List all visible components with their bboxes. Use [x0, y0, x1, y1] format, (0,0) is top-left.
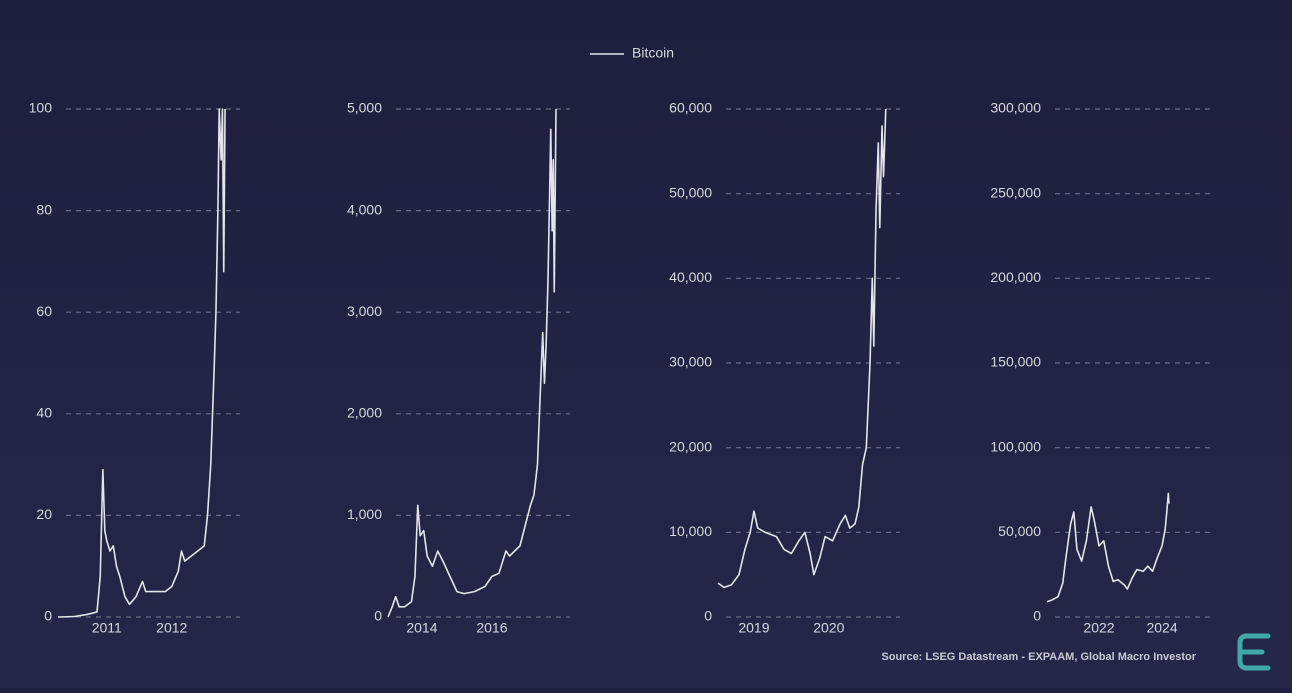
y-tick-label: 40,000 — [669, 269, 712, 285]
data-line — [717, 108, 887, 589]
y-tick-label: 5,000 — [347, 100, 382, 116]
y-tick-label: 100,000 — [990, 438, 1041, 454]
y-tick-label: 200,000 — [990, 269, 1041, 285]
y-tick-label: 60,000 — [669, 100, 712, 116]
y-tick-label: 20 — [36, 506, 52, 522]
y-tick-label: 250,000 — [990, 184, 1041, 200]
y-tick-label: 150,000 — [990, 354, 1041, 370]
x-tick-label: 2016 — [476, 620, 507, 636]
x-tick-label: 2024 — [1146, 620, 1177, 636]
y-tick-label: 2,000 — [347, 405, 382, 421]
x-tick-label: 2022 — [1083, 620, 1114, 636]
y-tick-label: 1,000 — [347, 506, 382, 522]
y-tick-label: 100 — [29, 100, 53, 116]
y-tick-label: 50,000 — [998, 523, 1041, 539]
x-tick-label: 2019 — [738, 620, 769, 636]
y-tick-label: 50,000 — [669, 184, 712, 200]
logo — [1237, 633, 1271, 671]
y-tick-label: 60 — [36, 303, 52, 319]
y-tick-label: 10,000 — [669, 523, 712, 539]
source-note: Source: LSEG Datastream - EXPAAM, Global… — [881, 651, 1196, 663]
data-line — [387, 108, 557, 618]
x-tick-label: 2020 — [813, 620, 844, 636]
y-tick-label: 30,000 — [669, 354, 712, 370]
x-tick-label: 2011 — [92, 620, 122, 636]
y-tick-label: 0 — [1033, 608, 1041, 624]
y-tick-label: 20,000 — [669, 438, 712, 454]
y-tick-label: 0 — [704, 608, 712, 624]
x-tick-label: 2014 — [406, 620, 437, 636]
y-tick-label: 40 — [36, 405, 52, 421]
data-line — [1046, 492, 1170, 603]
y-tick-label: 80 — [36, 201, 52, 217]
y-tick-label: 4,000 — [347, 201, 382, 217]
legend-label: Bitcoin — [632, 45, 674, 61]
y-tick-label: 0 — [374, 608, 382, 624]
x-tick-label: 2012 — [156, 620, 187, 636]
data-line — [57, 108, 226, 618]
y-tick-label: 3,000 — [347, 303, 382, 319]
y-tick-label: 0 — [44, 608, 52, 624]
y-tick-label: 300,000 — [990, 100, 1041, 116]
